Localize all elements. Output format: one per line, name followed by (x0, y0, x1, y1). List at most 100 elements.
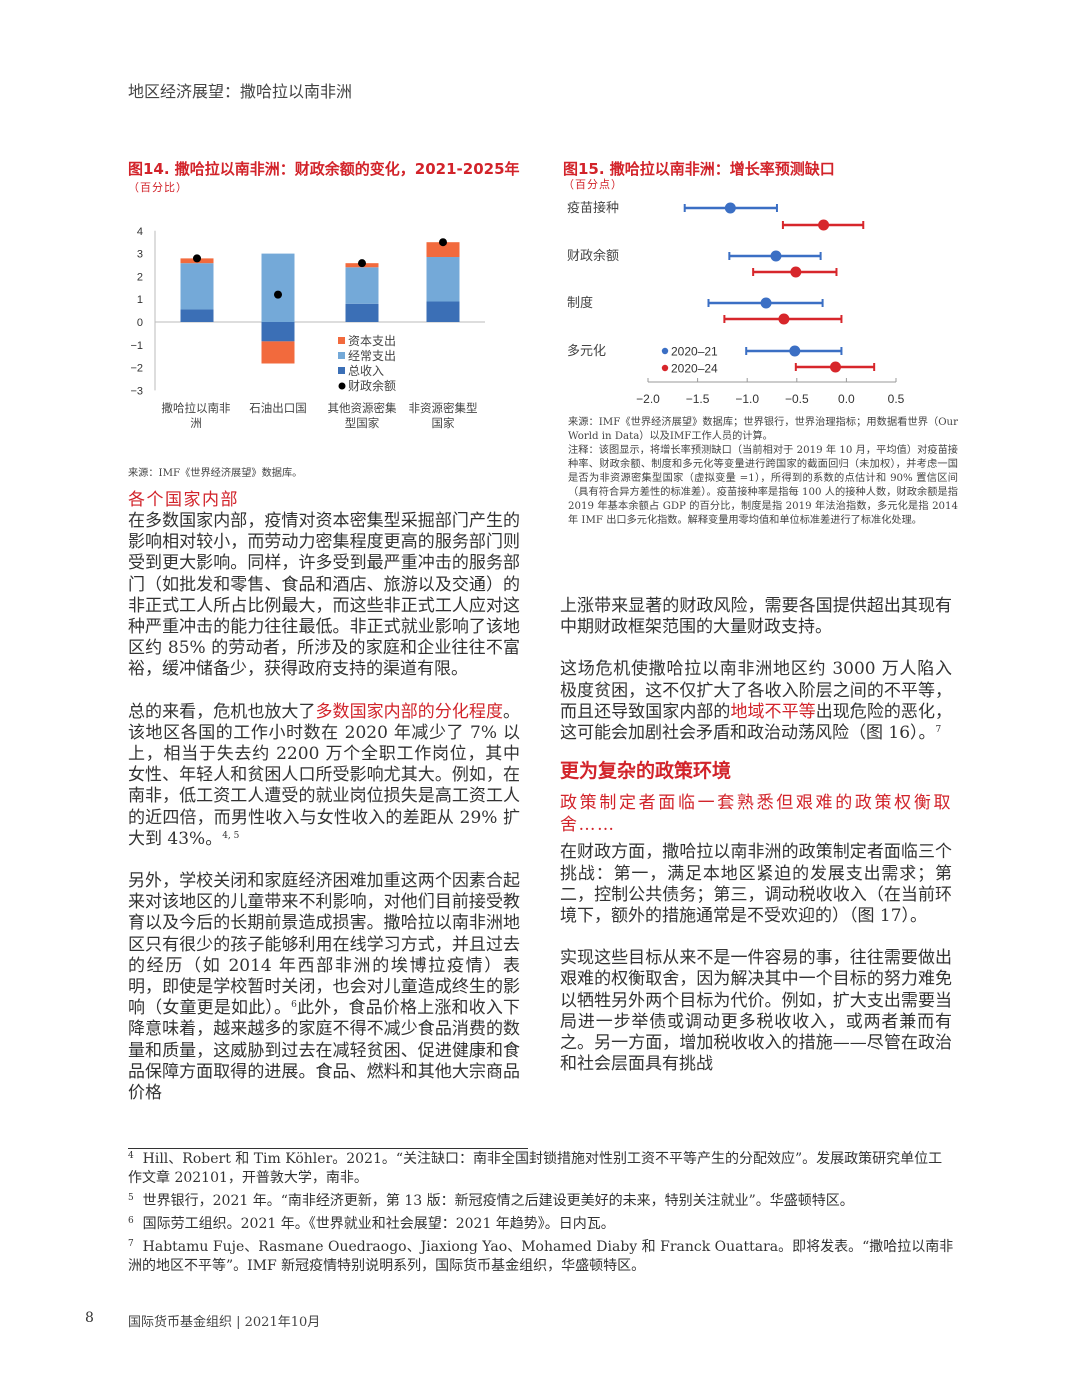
x-tick-label: 0.0 (838, 392, 855, 406)
x-tick-label: −2.0 (636, 392, 660, 406)
legend-swatch (338, 367, 345, 374)
legend-swatch (338, 352, 345, 359)
category-label: 石油出口国 (249, 401, 307, 415)
text: 总的来看，危机也放大了 (128, 701, 316, 722)
category-label: 非资源密集型 (409, 401, 478, 415)
paragraph: 在财政方面，撒哈拉以南非洲的政策制定者面临三个挑战：第一，满足本地区紧迫的发展支… (560, 842, 952, 927)
footnotes: 4 Hill、Robert 和 Tim Köhler。2021。“关注缺口：南非… (128, 1150, 954, 1280)
x-tick-label: −1.5 (686, 392, 710, 406)
text: 另外，学校关闭和家庭经济困难加重这两个因素合起来对该地区的儿童带来不利影响，对他… (128, 871, 520, 1019)
legend-marker (661, 347, 669, 355)
y-tick-label: 2 (137, 271, 143, 283)
bar-segment (261, 341, 295, 364)
subsection-heading: 政策制定者面临一套熟悉但艰难的政策权衡取舍…… (560, 793, 952, 836)
fig15-note: 注释：该图显示，将增长率预测缺口（当前相对于 2019 年 10 月，平均值）对… (568, 445, 958, 526)
y-tick-label: 3 (137, 249, 143, 261)
y-tick-label: −1 (130, 340, 143, 352)
footnote-ref[interactable]: 7 (935, 725, 942, 736)
fig15-title: 图15. 撒哈拉以南非洲：增长率预测缺口 (563, 160, 835, 178)
bar-segment (345, 267, 379, 304)
y-tick-label: 0 (137, 317, 143, 329)
footnote-divider (128, 1148, 528, 1149)
inline-link[interactable]: 地域不平等 (730, 701, 816, 722)
footnote-number: 7 (128, 1239, 134, 1249)
paragraph: 上涨带来显著的财政风险，需要各国提供超出其现有中期财政框架范围的大量财政支持。 (560, 596, 952, 638)
category-label: 撒哈拉以南非 (162, 401, 231, 415)
point-estimate (789, 345, 801, 357)
point-estimate (829, 361, 841, 373)
point-estimate (760, 297, 772, 309)
balance-marker (439, 238, 447, 247)
bar-segment (345, 303, 379, 322)
legend-label: 资本支出 (348, 334, 396, 348)
footnote: 7 Habtamu Fuje、Rasmane Ouedraogo、Jiaxion… (128, 1238, 954, 1276)
bar-segment (180, 263, 214, 310)
legend-label: 2020–24 (671, 362, 718, 376)
fig14-source: 来源：IMF《世界经济展望》数据库。 (128, 468, 303, 479)
point-estimate (724, 202, 736, 214)
bar-segment (426, 301, 460, 322)
point-estimate (790, 266, 802, 278)
right-column: 上涨带来显著的财政风险，需要各国提供超出其现有中期财政框架范围的大量财政支持。 … (560, 596, 952, 1096)
footnote-ref[interactable]: 6 (291, 1000, 297, 1011)
paragraph: 实现这些目标从来不是一件容易的事，往往需要做出艰难的权衡取舍，因为解决其中一个目… (560, 948, 952, 1075)
bar-segment (426, 257, 460, 302)
footnote-number: 6 (128, 1216, 134, 1226)
fig14-title: 图14. 撒哈拉以南非洲：财政余额的变化，2021-2025年 (128, 160, 520, 178)
legend-marker (661, 364, 669, 372)
inline-link[interactable]: 多数国家内部的分化程度 (315, 701, 504, 722)
paragraph: 这场危机使撒哈拉以南非洲地区约 3000 万人陷入极度贫困，这不仅扩大了各收入阶… (560, 659, 952, 744)
bar-segment (261, 253, 295, 322)
point-estimate (770, 250, 782, 262)
balance-marker (274, 290, 282, 299)
paragraph: 总的来看，危机也放大了多数国家内部的分化程度。该地区各国的工作小时数在 2020… (128, 702, 520, 850)
legend-label: 财政余额 (348, 378, 396, 393)
category-label: 洲 (190, 416, 202, 430)
footnote-number: 4 (128, 1151, 134, 1161)
text: 。该地区各国的工作小时数在 2020 年减少了 7% 以上，相当于失去约 220… (128, 701, 520, 849)
y-tick-label: −2 (130, 363, 143, 375)
y-tick-label: −3 (130, 385, 143, 397)
legend-label: 总收入 (348, 364, 384, 378)
bar-segment (426, 242, 460, 258)
category-label: 其他资源密集 (328, 401, 397, 415)
legend-swatch (338, 337, 345, 344)
category-label: 财政余额 (567, 248, 619, 264)
text: 这场危机使撒哈拉以南非洲地区约 3000 万人陷入极度贫困，这不仅扩大了各收入阶… (560, 659, 952, 722)
section-heading: 更为复杂的政策环境 (560, 760, 732, 783)
bar-segment (261, 322, 295, 342)
text: 此外，食品价格上涨和收入下降意味着，越来越多的家庭不得不减少食品消费的数量和质量… (128, 998, 521, 1104)
footnote-text: 国际劳工组织。2021 年。《世界就业和社会展望：2021 年趋势》。日内瓦。 (142, 1216, 615, 1232)
page-number: 8 (85, 1310, 94, 1326)
bar-segment (180, 309, 214, 322)
text: 出现危险的恶化，这可能会加剧社会矛盾和政治动荡风险（图 16）。 (560, 701, 953, 744)
footnote-ref[interactable]: 4, 5 (222, 830, 240, 841)
legend-marker (338, 382, 346, 390)
running-head: 地区经济展望：撒哈拉以南非洲 (128, 82, 353, 101)
paragraph: 另外，学校关闭和家庭经济困难加重这两个因素合起来对该地区的儿童带来不利影响，对他… (128, 871, 520, 1104)
legend-label: 2020–21 (671, 345, 718, 359)
paragraph: 在多数国家内部，疫情对资本密集型采掘部门产生的影响相对较小，而劳动力密集程度更高… (128, 511, 520, 680)
category-label: 多元化 (567, 343, 606, 359)
footnote: 6 国际劳工组织。2021 年。《世界就业和社会展望：2021 年趋势》。日内瓦… (128, 1215, 954, 1234)
x-tick-label: 0.5 (888, 392, 905, 406)
footer-text: 国际货币基金组织 | 2021年10月 (128, 1315, 321, 1330)
category-label: 疫苗接种 (567, 200, 619, 216)
fig15-subtitle: （百分点） (563, 178, 623, 191)
section-heading: 各个国家内部 (128, 490, 239, 510)
point-estimate (778, 313, 790, 325)
x-tick-label: −0.5 (785, 392, 809, 406)
y-tick-label: 1 (137, 294, 143, 306)
left-column: 各个国家内部 在多数国家内部，疫情对资本密集型采掘部门产生的影响相对较小，而劳动… (128, 489, 520, 1125)
footnote: 5 世界银行，2021 年。“南非经济更新，第 13 版：新冠疫情之后建设更美好… (128, 1192, 954, 1211)
balance-marker (193, 254, 201, 263)
category-label: 型国家 (345, 416, 380, 430)
footnote: 4 Hill、Robert 和 Tim Köhler。2021。“关注缺口：南非… (128, 1150, 954, 1188)
fig14-subtitle: （百分比） (128, 181, 188, 194)
category-label: 国家 (432, 416, 455, 430)
footnote-text: Hill、Robert 和 Tim Köhler。2021。“关注缺口：南非全国… (128, 1151, 943, 1186)
y-tick-label: 4 (137, 226, 143, 238)
legend-label: 经常支出 (348, 349, 396, 363)
balance-marker (358, 259, 366, 268)
